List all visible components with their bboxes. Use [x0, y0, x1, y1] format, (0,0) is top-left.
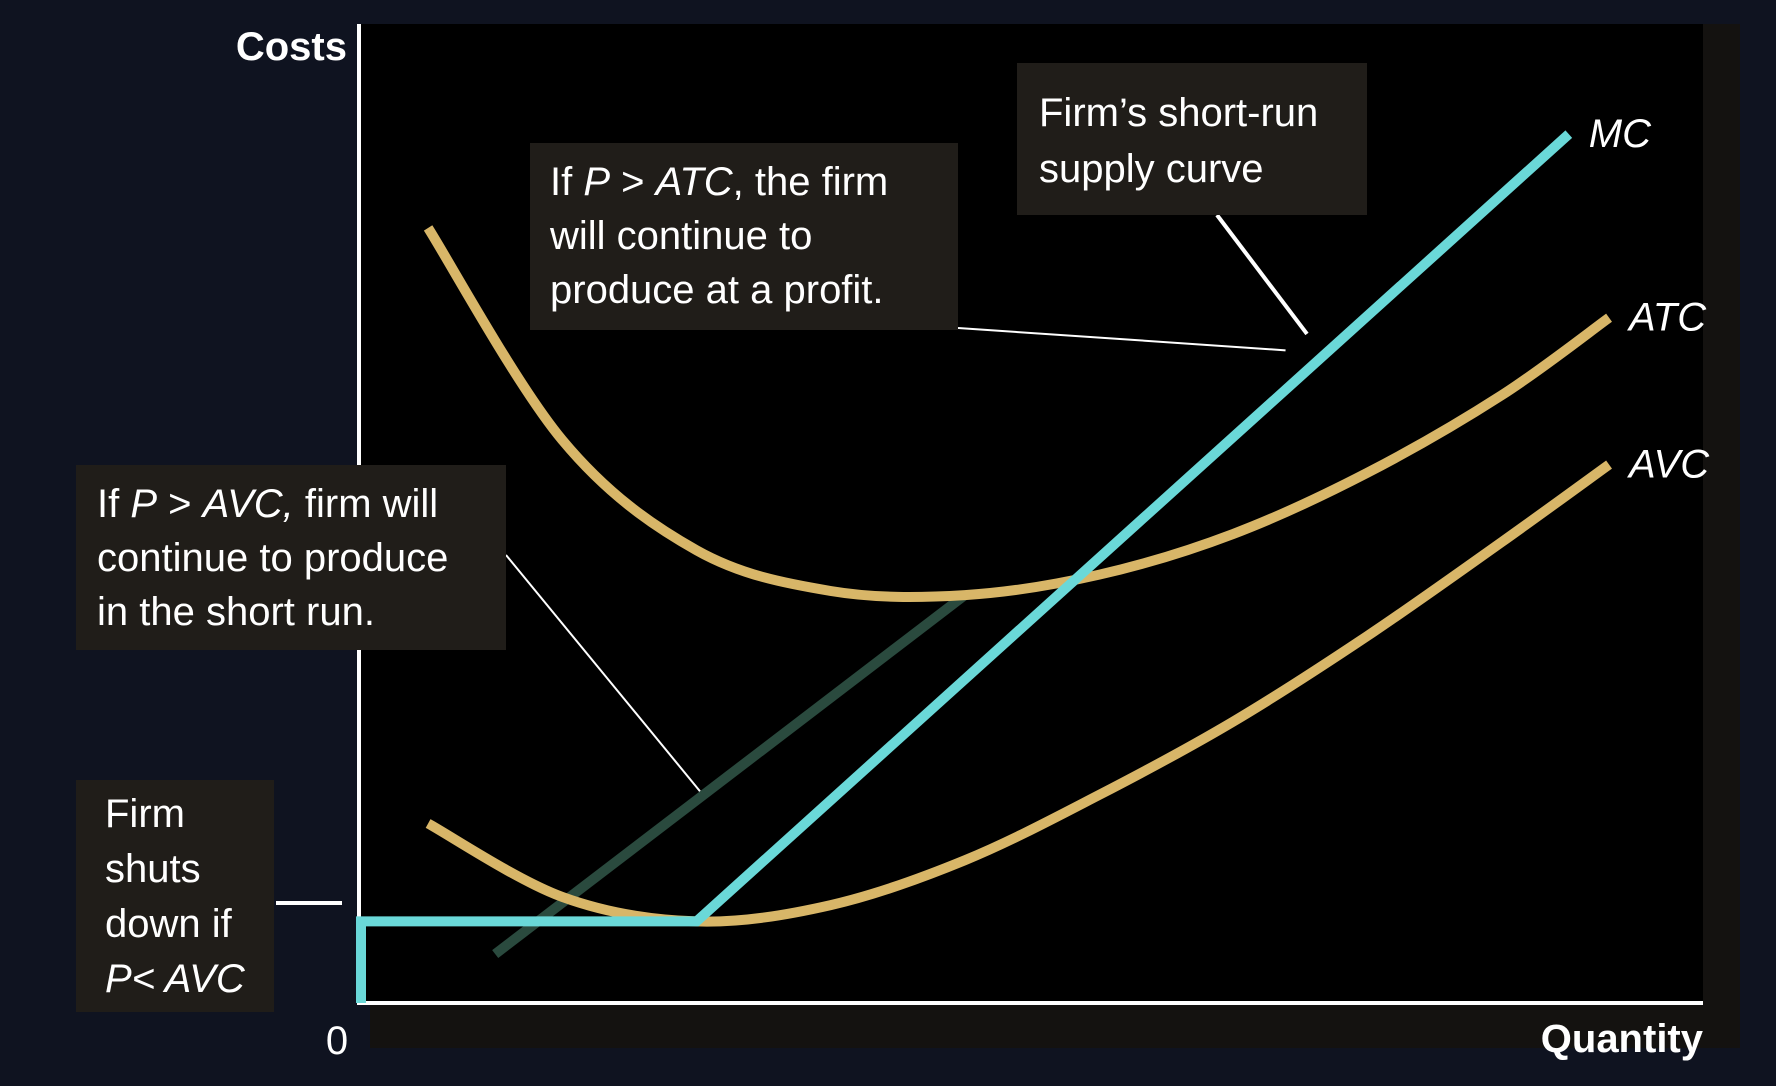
annotation-shutdown-line: down if: [105, 902, 233, 946]
leader-avc: [505, 554, 704, 796]
avc-curve: [425, 460, 1612, 927]
atc-curve: [423, 225, 1612, 602]
x-axis-label: Quantity: [1541, 1017, 1704, 1061]
annotation-shutdown-line: shuts: [105, 847, 201, 891]
origin-label: 0: [326, 1019, 348, 1063]
annotation-atc-box: [530, 143, 958, 330]
annotations: Firm’s short-run supply curve If P > ATC, …: [76, 63, 1367, 1012]
series-layer: [423, 225, 1612, 959]
series-label-atc: ATC: [1627, 296, 1707, 340]
annotation-avc: If P > AVC, firm will continue to produce…: [76, 465, 506, 650]
series-label-avc: AVC: [1627, 443, 1710, 487]
annotation-atc-line: If P > ATC, the firm: [550, 160, 888, 204]
annotation-avc-line: continue to produce: [97, 536, 448, 580]
annotation-supply-box: [1017, 63, 1367, 215]
mc-curve-lower: [492, 591, 968, 959]
annotation-shutdown-line: Firm: [105, 792, 185, 836]
annotation-supply: Firm’s short-run supply curve: [1017, 63, 1367, 215]
y-axis-label: Costs: [236, 25, 347, 69]
annotation-atc-line: will continue to: [549, 214, 812, 258]
annotation-avc-box: [76, 465, 506, 650]
annotation-atc-line: produce at a profit.: [550, 268, 884, 312]
annotation-avc-line: If P > AVC, firm will: [97, 482, 438, 526]
annotation-avc-line: in the short run.: [97, 590, 375, 634]
leader-supply: [1215, 213, 1309, 336]
series-labels: MC ATC AVC: [1589, 112, 1710, 486]
annotation-supply-line: supply curve: [1039, 147, 1264, 191]
annotation-shutdown-line: P< AVC: [105, 957, 246, 1001]
supply-layer: [356, 130, 1573, 1003]
series-label-mc: MC: [1589, 112, 1652, 156]
leader-lines: [276, 213, 1309, 905]
annotation-shutdown: Firm shuts down if P< AVC: [76, 780, 274, 1012]
leader-atc: [957, 327, 1286, 352]
short-run-supply-curve: [356, 130, 1573, 1003]
annotation-supply-line: Firm’s short-run: [1039, 91, 1318, 135]
annotation-atc: If P > ATC, the firm will continue to prod…: [530, 143, 958, 330]
annotation-shutdown-box: [76, 780, 274, 1012]
